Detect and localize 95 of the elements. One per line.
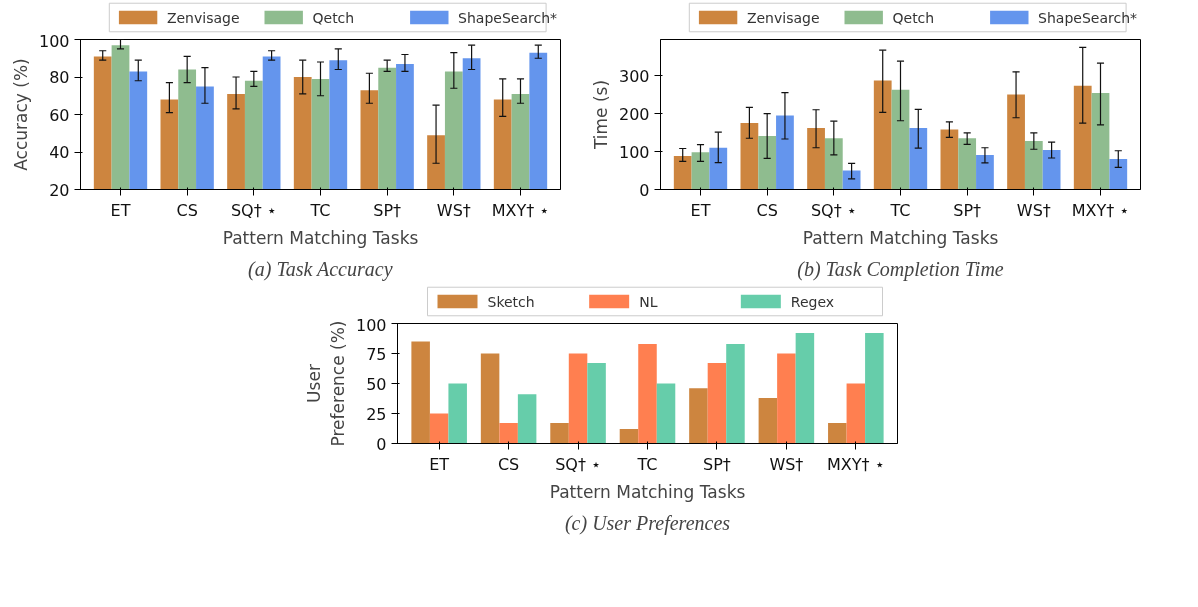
legend-label: NL bbox=[639, 293, 658, 310]
bar bbox=[638, 343, 657, 444]
bar bbox=[448, 383, 467, 444]
x-tick-label: CS bbox=[756, 200, 778, 220]
x-tick-label: WS† bbox=[436, 200, 471, 220]
y-tick-label: 200 bbox=[618, 104, 650, 124]
bar bbox=[429, 413, 449, 444]
x-tick-label: SP† bbox=[703, 454, 731, 474]
bar bbox=[1109, 159, 1128, 190]
bar bbox=[1042, 150, 1061, 190]
x-tick-label: SQ† ⋆ bbox=[230, 200, 277, 220]
legend-label: Qetch bbox=[312, 9, 355, 26]
legend-label: ShapeSearch* bbox=[458, 9, 558, 26]
bar bbox=[656, 383, 676, 444]
bar bbox=[480, 353, 500, 444]
legend-label: Zenvisage bbox=[746, 9, 820, 26]
bar bbox=[1007, 94, 1025, 190]
bar bbox=[499, 423, 518, 444]
bar bbox=[909, 127, 928, 190]
legend-label: Sketch bbox=[487, 293, 535, 310]
bar bbox=[550, 423, 569, 444]
text: (c) User Preferences bbox=[564, 511, 731, 535]
x-tick-label: WS† bbox=[1016, 200, 1051, 220]
y-tick-label: 40 bbox=[49, 143, 70, 162]
legend-label: Zenvisage bbox=[166, 9, 240, 26]
y-tick-label: 50 bbox=[366, 374, 387, 394]
y-tick-label: 300 bbox=[618, 66, 650, 86]
y-tick-label: 100 bbox=[618, 142, 650, 162]
x-axis-title: Pattern Matching Tasks bbox=[802, 227, 999, 248]
bar bbox=[619, 429, 639, 444]
bar bbox=[587, 363, 606, 444]
bar bbox=[795, 333, 815, 444]
x-tick-label: MXY† ⋆ bbox=[491, 200, 550, 220]
bar bbox=[689, 388, 708, 444]
bar bbox=[891, 89, 910, 190]
x-tick-label: SP† bbox=[373, 200, 402, 220]
bar bbox=[411, 341, 430, 444]
x-axis-title: Pattern Matching Tasks bbox=[549, 481, 746, 502]
x-tick-label: SQ† ⋆ bbox=[555, 454, 601, 474]
bar bbox=[726, 343, 745, 444]
bar bbox=[807, 127, 825, 190]
x-tick-label: ET bbox=[110, 200, 131, 220]
bar bbox=[758, 135, 777, 190]
bar bbox=[873, 80, 892, 190]
bar bbox=[776, 115, 794, 190]
bar bbox=[940, 129, 959, 190]
bar bbox=[865, 333, 884, 444]
bar bbox=[1024, 140, 1043, 190]
bar bbox=[1091, 93, 1110, 190]
legend-label: Qetch bbox=[892, 9, 935, 26]
bar bbox=[709, 147, 728, 190]
bar bbox=[707, 363, 727, 444]
bar bbox=[758, 397, 778, 444]
text: (b) Task Completion Time bbox=[797, 257, 1004, 281]
bar bbox=[846, 383, 866, 444]
y-tick-label: 0 bbox=[376, 434, 387, 454]
x-tick-label: CS bbox=[497, 454, 520, 474]
y-tick-label: 100 bbox=[38, 31, 70, 51]
bar bbox=[958, 138, 977, 190]
bar bbox=[740, 123, 759, 190]
y-tick-label: 25 bbox=[366, 404, 387, 424]
x-tick-label: TC bbox=[636, 454, 658, 474]
y-axis-title: Time (s) bbox=[590, 79, 611, 151]
bar bbox=[976, 154, 994, 190]
bar bbox=[828, 423, 847, 444]
x-tick-label: ET bbox=[429, 454, 450, 474]
x-tick-label: MXY† ⋆ bbox=[827, 454, 885, 474]
x-tick-label: TC bbox=[309, 200, 331, 220]
legend-label: Regex bbox=[790, 293, 835, 310]
y-tick-label: 75 bbox=[366, 344, 387, 364]
x-tick-label: TC bbox=[889, 200, 911, 220]
x-tick-label: SQ† ⋆ bbox=[810, 200, 857, 220]
x-tick-label: WS† bbox=[769, 454, 804, 474]
bar bbox=[824, 138, 843, 190]
y-tick-label: 0 bbox=[639, 180, 650, 200]
x-tick-label: MXY† ⋆ bbox=[1071, 200, 1130, 220]
x-tick-label: ET bbox=[690, 200, 711, 220]
x-tick-label: SP† bbox=[953, 200, 982, 220]
bar bbox=[568, 353, 588, 444]
legend-label: ShapeSearch* bbox=[1038, 9, 1138, 26]
y-axis-title: Accuracy (%) bbox=[10, 58, 31, 171]
y-tick-label: 80 bbox=[49, 68, 70, 87]
bar bbox=[777, 353, 796, 444]
bar bbox=[1073, 85, 1092, 190]
x-tick-label: CS bbox=[176, 200, 198, 220]
text: (a) Task Accuracy bbox=[248, 257, 393, 281]
y-tick-label: 20 bbox=[49, 180, 70, 200]
bar bbox=[517, 394, 537, 444]
y-tick-label: 100 bbox=[355, 315, 387, 335]
x-axis-title: Pattern Matching Tasks bbox=[222, 227, 419, 248]
y-axis-title: User Preference (%) bbox=[303, 320, 348, 447]
bar bbox=[842, 170, 861, 190]
bar bbox=[691, 152, 710, 190]
bar bbox=[673, 156, 692, 190]
y-tick-label: 60 bbox=[49, 105, 70, 125]
